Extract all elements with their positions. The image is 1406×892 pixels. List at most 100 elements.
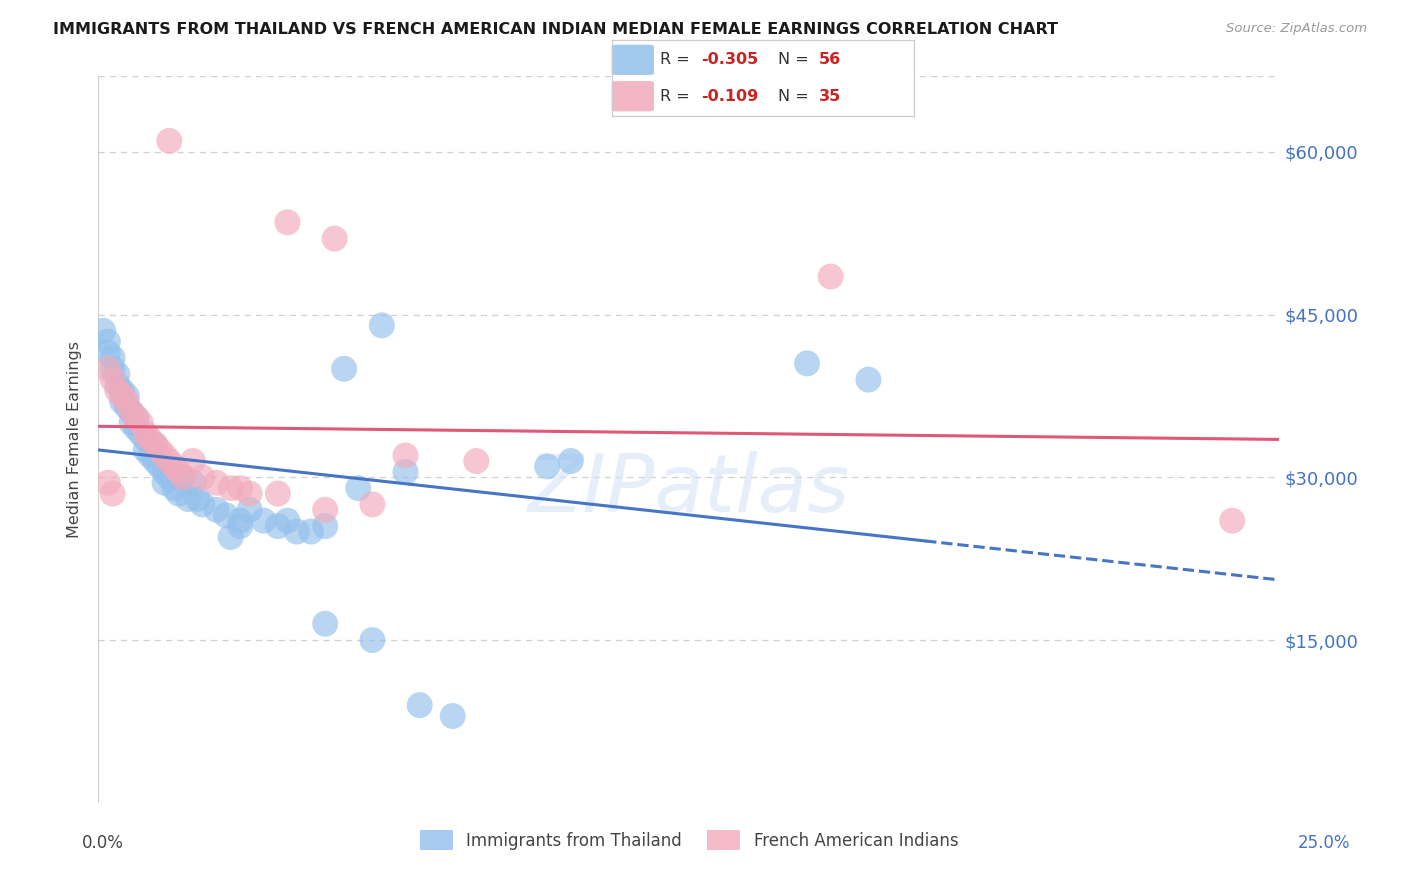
Text: -0.109: -0.109	[700, 88, 758, 103]
Point	[149, 459, 172, 474]
Point	[163, 481, 186, 495]
Text: Source: ZipAtlas.com: Source: ZipAtlas.com	[1226, 22, 1367, 36]
Point	[97, 361, 120, 376]
Point	[560, 454, 582, 468]
Point	[361, 633, 384, 648]
FancyBboxPatch shape	[612, 81, 654, 112]
Point	[167, 465, 190, 479]
Text: ZIPatlas: ZIPatlas	[527, 451, 851, 529]
Point	[181, 454, 204, 468]
Point	[139, 449, 162, 463]
Point	[314, 503, 336, 517]
Point	[187, 491, 209, 506]
Point	[101, 351, 124, 365]
Point	[323, 231, 346, 245]
Point	[314, 519, 336, 533]
Point	[394, 449, 416, 463]
Point	[441, 709, 464, 723]
Point	[267, 519, 290, 533]
Point	[121, 405, 143, 419]
Point	[229, 481, 252, 495]
Text: 56: 56	[818, 53, 841, 68]
Point	[135, 443, 157, 458]
Text: R =: R =	[659, 88, 695, 103]
Point	[820, 269, 842, 284]
Point	[191, 470, 214, 484]
Point	[153, 465, 176, 479]
Point	[143, 454, 166, 468]
Text: 35: 35	[818, 88, 841, 103]
Point	[115, 389, 138, 403]
Point	[394, 465, 416, 479]
Point	[299, 524, 322, 539]
Point	[205, 475, 228, 490]
Point	[111, 389, 134, 403]
Point	[97, 334, 120, 349]
Point	[333, 361, 356, 376]
Legend: Immigrants from Thailand, French American Indians: Immigrants from Thailand, French America…	[413, 823, 965, 856]
Point	[115, 400, 138, 414]
Point	[153, 449, 176, 463]
Point	[135, 432, 157, 446]
Point	[276, 514, 298, 528]
Point	[101, 361, 124, 376]
Point	[408, 698, 430, 713]
Point	[371, 318, 394, 333]
Point	[796, 356, 818, 370]
Point	[167, 486, 190, 500]
Point	[153, 475, 176, 490]
Point	[115, 394, 138, 409]
FancyBboxPatch shape	[612, 45, 654, 75]
Point	[191, 497, 214, 511]
Point	[465, 454, 488, 468]
Point	[129, 416, 152, 430]
Point	[157, 470, 180, 484]
Point	[163, 459, 186, 474]
Text: -0.305: -0.305	[700, 53, 758, 68]
Point	[181, 475, 204, 490]
Point	[157, 134, 180, 148]
Text: 0.0%: 0.0%	[82, 834, 124, 852]
Point	[177, 491, 200, 506]
Point	[111, 384, 134, 398]
Point	[143, 438, 166, 452]
Point	[125, 410, 148, 425]
Point	[125, 410, 148, 425]
Point	[858, 373, 880, 387]
Point	[101, 373, 124, 387]
Point	[285, 524, 308, 539]
Point	[105, 368, 128, 382]
Point	[121, 416, 143, 430]
Point	[219, 530, 242, 544]
Point	[135, 426, 157, 441]
Point	[205, 503, 228, 517]
Point	[125, 421, 148, 435]
Point	[229, 514, 252, 528]
Text: R =: R =	[659, 53, 695, 68]
Text: N =: N =	[778, 53, 814, 68]
Point	[129, 426, 152, 441]
Point	[101, 486, 124, 500]
Point	[314, 616, 336, 631]
Point	[219, 481, 242, 495]
Point	[111, 394, 134, 409]
Y-axis label: Median Female Earnings: Median Female Earnings	[67, 341, 83, 538]
Point	[536, 459, 558, 474]
Point	[91, 324, 114, 338]
Point	[143, 438, 166, 452]
Point	[172, 470, 194, 484]
Point	[149, 443, 172, 458]
Point	[157, 454, 180, 468]
Point	[105, 378, 128, 392]
Point	[276, 215, 298, 229]
Point	[215, 508, 238, 523]
Text: 25.0%: 25.0%	[1298, 834, 1351, 852]
Point	[347, 481, 370, 495]
Point	[121, 405, 143, 419]
Point	[172, 470, 194, 484]
Point	[267, 486, 290, 500]
Point	[239, 486, 262, 500]
Point	[253, 514, 276, 528]
Point	[239, 503, 262, 517]
Point	[229, 519, 252, 533]
